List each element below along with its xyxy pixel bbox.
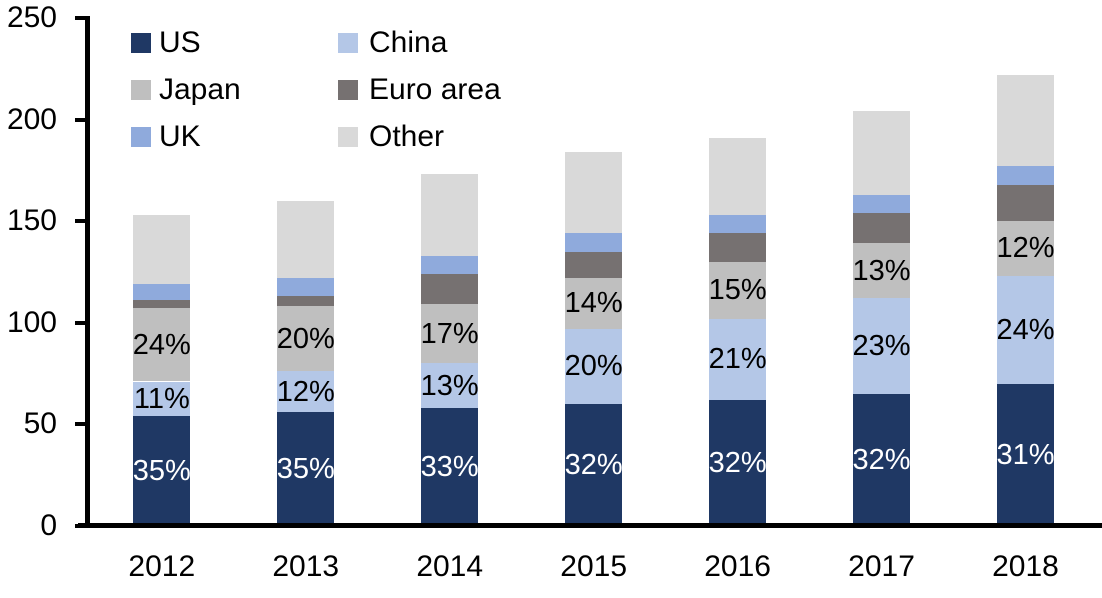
bar-segment-us-2012 bbox=[133, 416, 191, 526]
bar-segment-us-2018 bbox=[997, 383, 1054, 526]
bar-segment-euro-area-2018 bbox=[997, 184, 1054, 222]
bar-segment-us-2017 bbox=[853, 393, 911, 526]
legend-label-china: China bbox=[369, 26, 448, 59]
bar-segment-us-2015 bbox=[565, 403, 623, 526]
legend-label-us: US bbox=[159, 26, 201, 59]
bar-segment-japan-2016 bbox=[709, 261, 767, 319]
bar-segment-japan-2017 bbox=[853, 243, 911, 299]
bar-segment-uk-2012 bbox=[133, 284, 191, 301]
bar-segment-china-2014 bbox=[421, 363, 479, 408]
bar-segment-japan-2018 bbox=[997, 221, 1054, 276]
y-axis-tick-label: 0 bbox=[40, 508, 57, 542]
legend-label-japan: Japan bbox=[159, 73, 241, 106]
x-axis-line bbox=[78, 523, 1102, 528]
bar-label-china-2018: 24% bbox=[996, 313, 1055, 346]
bar-segment-japan-2013 bbox=[277, 306, 335, 372]
bar-label-china-2015: 20% bbox=[564, 350, 623, 383]
bar-label-us-2017: 32% bbox=[852, 443, 911, 476]
bar-segment-other-2013 bbox=[277, 200, 335, 278]
bar-segment-china-2016 bbox=[709, 318, 767, 400]
legend-swatch-japan bbox=[131, 80, 151, 100]
legend-swatch-other bbox=[338, 126, 358, 147]
bar-label-china-2013: 12% bbox=[276, 375, 335, 408]
x-axis-label-2018: 2018 bbox=[992, 550, 1059, 583]
y-axis-tick-label: 50 bbox=[23, 407, 57, 441]
bar-segment-euro-area-2012 bbox=[133, 300, 191, 309]
bar-segment-china-2015 bbox=[565, 328, 623, 404]
bar-segment-japan-2014 bbox=[421, 304, 479, 364]
bar-segment-euro-area-2013 bbox=[277, 296, 335, 307]
bar-segment-uk-2013 bbox=[277, 277, 335, 297]
x-axis-label-2014: 2014 bbox=[416, 550, 484, 583]
bar-label-japan-2015: 14% bbox=[564, 287, 623, 320]
legend-swatch-euro-area bbox=[338, 80, 358, 100]
y-axis-tick bbox=[75, 219, 90, 224]
bar-segment-us-2016 bbox=[709, 399, 767, 526]
bar-segment-china-2013 bbox=[277, 371, 335, 412]
legend-swatch-us bbox=[131, 33, 151, 53]
bar-segment-euro-area-2016 bbox=[709, 233, 767, 262]
bar-segment-other-2017 bbox=[853, 111, 911, 195]
bar-label-china-2014: 13% bbox=[420, 369, 479, 402]
bar-segment-other-2015 bbox=[565, 152, 623, 234]
bar-label-us-2014: 33% bbox=[420, 450, 479, 483]
bar-segment-japan-2012 bbox=[133, 308, 191, 382]
bar-segment-other-2012 bbox=[133, 214, 191, 285]
y-axis-tick-label: 250 bbox=[6, 1, 57, 34]
x-axis-label-2017: 2017 bbox=[848, 550, 915, 583]
y-axis-tick bbox=[75, 16, 90, 20]
bar-label-us-2018: 31% bbox=[996, 438, 1055, 471]
bar-label-japan-2012: 24% bbox=[132, 328, 191, 361]
x-axis-label-2015: 2015 bbox=[560, 550, 628, 583]
y-axis-tick-label: 100 bbox=[6, 305, 57, 339]
bar-segment-us-2013 bbox=[277, 411, 335, 526]
bar-label-us-2012: 35% bbox=[132, 454, 191, 487]
bar-segment-uk-2014 bbox=[421, 255, 479, 274]
x-axis-label-2016: 2016 bbox=[704, 550, 771, 583]
bar-segment-uk-2018 bbox=[997, 166, 1054, 185]
y-axis-tick-label: 200 bbox=[6, 102, 57, 136]
bar-segment-uk-2016 bbox=[709, 214, 767, 234]
legend-label-other: Other bbox=[369, 119, 445, 153]
legend-label-euro-area: Euro area bbox=[369, 73, 501, 106]
bar-label-japan-2016: 15% bbox=[708, 274, 767, 307]
bar-label-japan-2014: 17% bbox=[420, 317, 479, 350]
bar-segment-other-2014 bbox=[421, 174, 479, 256]
y-axis-tick bbox=[75, 320, 90, 325]
bar-label-china-2012: 11% bbox=[133, 382, 190, 415]
x-axis-label-2012: 2012 bbox=[128, 550, 196, 583]
bar-label-japan-2018: 12% bbox=[996, 232, 1055, 265]
bar-segment-uk-2017 bbox=[853, 194, 911, 213]
bar-label-us-2013: 35% bbox=[276, 452, 335, 485]
x-axis-label-2013: 2013 bbox=[272, 550, 340, 583]
bar-segment-euro-area-2014 bbox=[421, 273, 479, 305]
bar-label-china-2016: 21% bbox=[708, 343, 767, 376]
bar-label-japan-2017: 13% bbox=[852, 254, 911, 287]
bar-segment-other-2018 bbox=[997, 74, 1054, 167]
bar-segment-china-2017 bbox=[853, 298, 911, 394]
y-axis-tick bbox=[75, 422, 90, 427]
legend-label-uk: UK bbox=[159, 119, 201, 153]
y-axis-tick-label: 150 bbox=[6, 204, 57, 238]
y-axis-tick bbox=[75, 117, 90, 122]
y-axis-line bbox=[85, 18, 90, 528]
bar-label-china-2017: 23% bbox=[852, 329, 911, 362]
bar-segment-japan-2015 bbox=[565, 277, 623, 329]
legend-swatch-china bbox=[338, 33, 358, 53]
bar-segment-us-2014 bbox=[421, 407, 479, 526]
bar-segment-euro-area-2015 bbox=[565, 251, 623, 278]
legend-swatch-uk bbox=[131, 126, 151, 147]
bar-segment-china-2012 bbox=[133, 381, 191, 417]
bar-segment-other-2016 bbox=[709, 137, 767, 215]
bar-label-us-2016: 32% bbox=[708, 446, 767, 479]
bar-segment-uk-2015 bbox=[565, 233, 623, 252]
bar-segment-euro-area-2017 bbox=[853, 212, 911, 244]
bar-label-japan-2013: 20% bbox=[276, 322, 335, 355]
bar-segment-china-2018 bbox=[997, 275, 1054, 384]
bar-label-us-2015: 32% bbox=[564, 448, 623, 481]
